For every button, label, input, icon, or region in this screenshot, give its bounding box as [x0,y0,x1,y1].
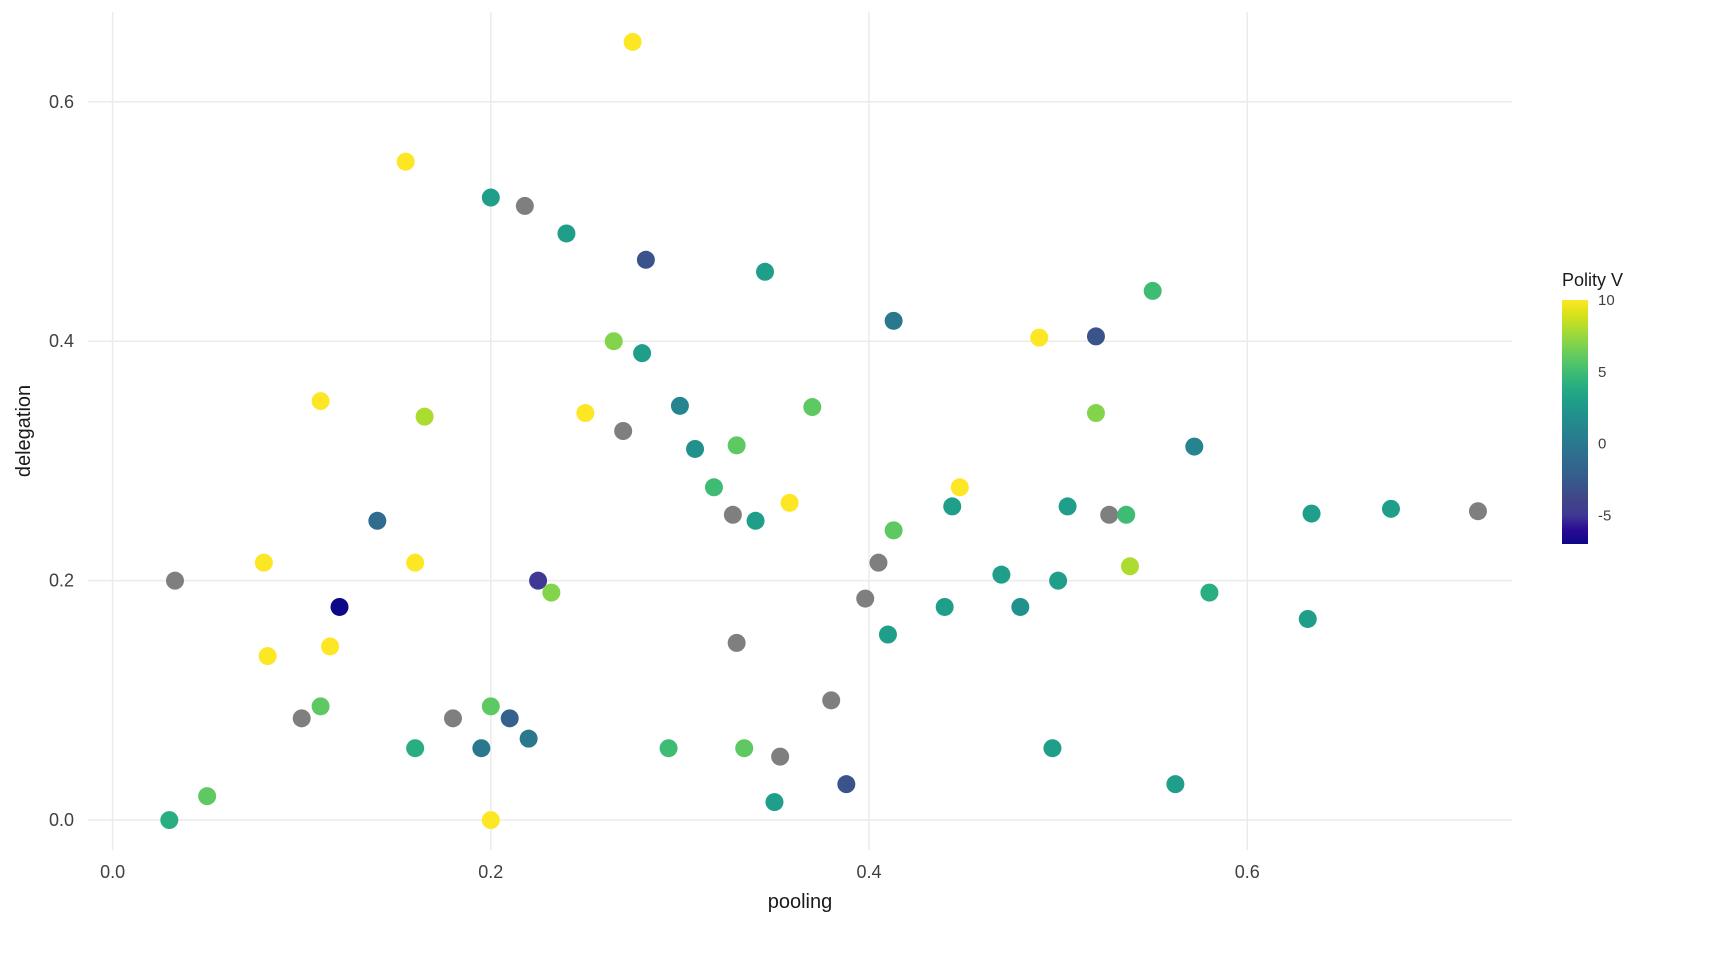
legend-tick-label: 10 [1598,292,1615,309]
data-point [198,787,216,805]
data-point [837,775,855,793]
legend-tick-label: 5 [1598,364,1606,381]
data-point [1043,739,1061,757]
data-point [1144,282,1162,300]
data-point [1059,497,1077,515]
data-point [576,404,594,422]
data-point [1117,506,1135,524]
colorbar-legend: Polity V -5 0 5 10 [1562,270,1623,544]
data-point [1166,775,1184,793]
x-tick-label: 0.2 [478,862,503,882]
data-point [728,436,746,454]
data-point [416,408,434,426]
data-point [803,398,821,416]
colorbar [1562,300,1588,544]
data-point [633,344,651,362]
data-point [312,697,330,715]
data-point [624,33,642,51]
x-axis-title: pooling [768,891,833,913]
y-tick-label: 0.4 [49,331,74,351]
data-point [255,554,273,572]
data-point [885,521,903,539]
data-point [331,598,349,616]
data-point [1185,438,1203,456]
data-point [1087,404,1105,422]
points-layer [160,33,1487,829]
data-point [735,739,753,757]
data-point [406,739,424,757]
data-point [856,590,874,608]
data-point [472,739,490,757]
data-point [614,422,632,440]
data-point [885,312,903,330]
data-point [637,251,655,269]
data-point [936,598,954,616]
data-point [1121,557,1139,575]
data-point [671,397,689,415]
legend-tick-label: 0 [1598,436,1606,453]
data-point [444,709,462,727]
data-point [259,647,277,665]
data-point [1303,505,1321,523]
data-point [765,793,783,811]
data-point [1382,500,1400,518]
data-point [747,512,765,530]
data-point [293,709,311,727]
data-point [756,263,774,281]
data-point [520,730,538,748]
data-point [992,566,1010,584]
data-point [368,512,386,530]
data-point [943,497,961,515]
data-point [166,572,184,590]
data-point [160,811,178,829]
data-point [1100,506,1118,524]
x-ticks: 0.0 0.2 0.4 0.6 [100,862,1260,882]
data-point [822,691,840,709]
x-tick-label: 0.4 [857,862,882,882]
data-point [516,197,534,215]
data-point [705,478,723,496]
data-point [501,709,519,727]
data-point [1299,610,1317,628]
y-tick-label: 0.2 [49,571,74,591]
data-point [397,153,415,171]
y-tick-label: 0.0 [49,810,74,830]
data-point [1469,502,1487,520]
y-axis-title: delegation [13,385,35,477]
data-point [951,478,969,496]
data-point [781,494,799,512]
data-point [660,739,678,757]
data-point [321,637,339,655]
data-point [605,332,623,350]
scatter-chart: 0.0 0.2 0.4 0.6 0.0 0.2 0.4 0.6 pooling delegatio… [0,0,1728,960]
data-point [482,189,500,207]
legend-tick-label: -5 [1598,507,1611,524]
data-point [879,626,897,644]
data-point [771,748,789,766]
data-point [724,506,742,524]
data-point [482,697,500,715]
data-point [312,392,330,410]
chart-svg: 0.0 0.2 0.4 0.6 0.0 0.2 0.4 0.6 pooling delegatio… [0,0,1728,960]
y-tick-label: 0.6 [49,92,74,112]
data-point [482,811,500,829]
data-point [406,554,424,572]
y-ticks: 0.0 0.2 0.4 0.6 [49,92,74,830]
data-point [542,584,560,602]
data-point [1087,327,1105,345]
data-point [728,634,746,652]
data-point [1049,572,1067,590]
data-point [869,554,887,572]
data-point [557,224,575,242]
data-point [1011,598,1029,616]
x-tick-label: 0.0 [100,862,125,882]
data-point [686,440,704,458]
data-point [1030,329,1048,347]
data-point [1200,584,1218,602]
x-tick-label: 0.6 [1235,862,1260,882]
legend-title: Polity V [1562,270,1623,290]
